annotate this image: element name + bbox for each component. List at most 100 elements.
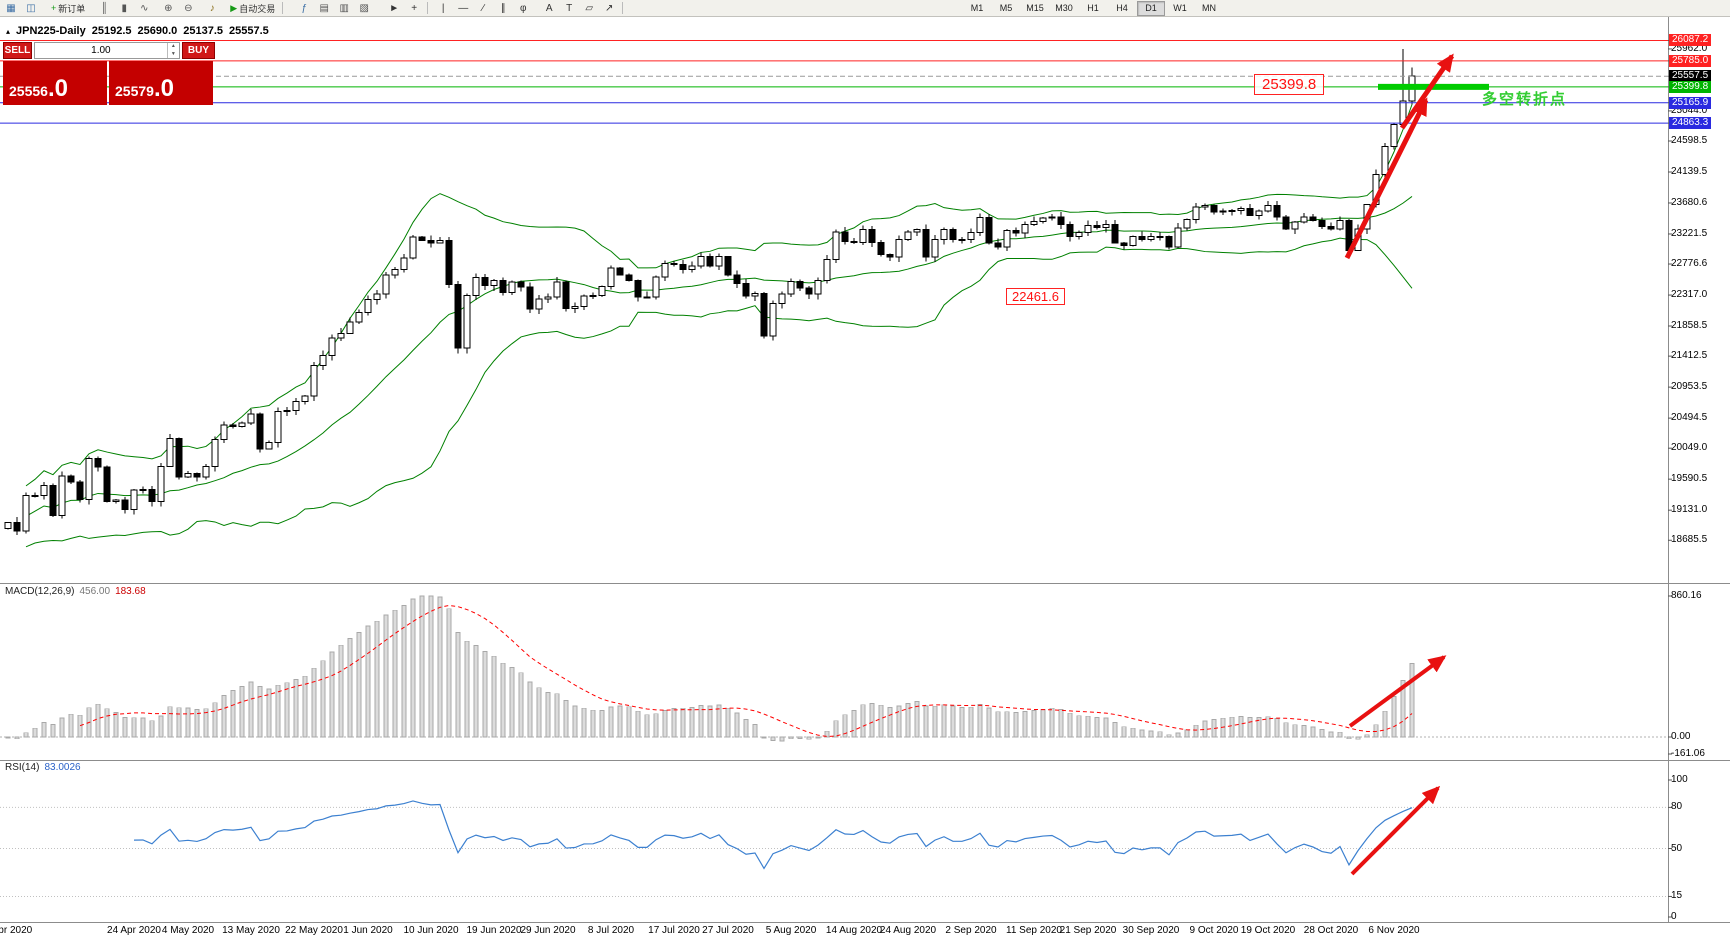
text-icon: A	[545, 2, 553, 14]
toolbar-separator	[282, 2, 284, 14]
candlestick-chart-icon: ▮	[121, 2, 128, 14]
timeframe-toolbar: M1 M5 M15 M30 H1 H4 D1 W1 MN	[963, 1, 1224, 16]
support-price-callout: 22461.6	[1006, 288, 1065, 305]
date-label: 24 Apr 2020	[107, 925, 161, 936]
alert-icon[interactable]: ♪	[203, 0, 221, 16]
bar-chart-icon[interactable]: ║	[95, 0, 113, 16]
price-line-label[interactable]: 26087.2	[1669, 34, 1712, 47]
arrows-icon: ↗	[605, 2, 614, 14]
price-line-label[interactable]: 24863.3	[1669, 117, 1712, 130]
volume-up-icon[interactable]: ▲	[170, 43, 176, 49]
date-label: 1 Jun 2020	[343, 925, 393, 936]
zoom-in-icon[interactable]: ⊕	[159, 0, 177, 16]
fibonacci-icon[interactable]: φ	[514, 0, 532, 16]
timeframe-h1[interactable]: H1	[1087, 3, 1099, 13]
indicators-icon: ƒ	[301, 2, 307, 14]
date-label: 5 Aug 2020	[765, 925, 817, 936]
channel-icon[interactable]: ∥	[494, 0, 512, 16]
rsi-axis-label: 15	[1671, 890, 1683, 902]
text-icon[interactable]: A	[540, 0, 558, 16]
macd-trend-arrow[interactable]	[1348, 655, 1447, 728]
macd-signal-value: 183.68	[115, 586, 146, 597]
new-chart-icon[interactable]: ▦	[2, 0, 20, 16]
rsi-axis: 100 80 50 15 0	[1668, 0, 1730, 938]
date-label: 21 Sep 2020	[1059, 925, 1117, 936]
volume-stepper[interactable]: ▲ ▼	[33, 42, 180, 59]
data-window-icon[interactable]: ▥	[335, 0, 353, 16]
cursor-icon[interactable]: ►	[385, 0, 403, 16]
new-order-button[interactable]: + 新订单	[48, 1, 88, 15]
macd-name: MACD(12,26,9)	[5, 586, 75, 597]
timeframe-d1[interactable]: D1	[1137, 1, 1165, 16]
trendline-icon[interactable]: ∕	[474, 0, 492, 16]
macd-indicator-label: MACD(12,26,9) 456.00 183.68	[5, 586, 146, 597]
indicators-icon[interactable]: ƒ	[295, 0, 313, 16]
high-value: 25690.0	[137, 25, 178, 37]
price-tick-label: 19131.0	[1671, 504, 1708, 516]
label-icon[interactable]: T	[560, 0, 578, 16]
price-tick-label: 20953.5	[1671, 381, 1708, 393]
price-line-label[interactable]: 25399.8	[1669, 80, 1712, 93]
new-order-icon: +	[51, 3, 57, 13]
shapes-icon[interactable]: ▱	[580, 0, 598, 16]
autotrading-button-label: 自动交易	[239, 3, 276, 14]
macd-panel[interactable]	[0, 595, 1668, 742]
rsi-value: 83.0026	[44, 762, 81, 773]
price-tick-label: 24139.5	[1671, 165, 1708, 177]
vertical-line-icon: |	[441, 2, 445, 14]
navigator-icon[interactable]: ▧	[355, 0, 373, 16]
zoom-out-icon[interactable]: ⊖	[179, 0, 197, 16]
open-value: 25192.5	[91, 25, 132, 37]
buy-price[interactable]: 25579.0	[109, 61, 213, 105]
date-label: 4 May 2020	[161, 925, 215, 936]
line-chart-icon[interactable]: ∿	[135, 0, 153, 16]
price-tick-label: 23221.5	[1671, 227, 1708, 239]
crosshair-icon[interactable]: +	[405, 0, 423, 16]
date-label: 19 Jun 2020	[466, 925, 522, 936]
arrows-icon[interactable]: ↗	[600, 0, 618, 16]
date-label: 14 Aug 2020	[825, 925, 883, 936]
vertical-line-icon[interactable]: |	[434, 0, 452, 16]
timeframe-mn[interactable]: MN	[1202, 3, 1216, 13]
zoom-out-icon: ⊖	[184, 2, 193, 14]
tile-windows-icon[interactable]: ▤	[315, 0, 333, 16]
macd-signal-line	[79, 604, 1413, 737]
price-axis: 24598.5 24139.5 23680.6 23221.5 22776.6 22317…	[1668, 0, 1730, 938]
price-tick-label: 22776.6	[1671, 258, 1708, 270]
timeframe-m1[interactable]: M1	[970, 3, 984, 13]
sell-price[interactable]: 25556.0	[3, 61, 107, 105]
price-line-label[interactable]: 25165.9	[1669, 96, 1712, 109]
price-tick-label: 24598.5	[1671, 135, 1708, 146]
autotrading-button[interactable]: ▶ 自动交易	[227, 1, 278, 15]
main-trend-arrow[interactable]	[1344, 97, 1429, 260]
volume-input[interactable]	[34, 43, 167, 58]
zoom-in-icon: ⊕	[164, 2, 173, 14]
timeframe-w1[interactable]: W1	[1173, 3, 1187, 13]
rsi-trend-arrow[interactable]	[1350, 785, 1441, 876]
price-tick-label: 21858.5	[1671, 320, 1708, 331]
price-line-label[interactable]: 25557.5	[1669, 70, 1712, 83]
price-line-label[interactable]: 25785.0	[1669, 54, 1712, 67]
volume-spinner[interactable]: ▲ ▼	[166, 43, 179, 58]
cursor-icon: ►	[389, 2, 400, 14]
sell-button[interactable]: SELL	[3, 42, 32, 59]
timeframe-h4[interactable]: H4	[1116, 3, 1128, 13]
main-chart-panel[interactable]	[0, 39, 1668, 548]
date-label: 6 Apr 2020	[0, 925, 33, 936]
horizontal-line-icon[interactable]: ―	[454, 0, 472, 16]
buy-button[interactable]: BUY	[181, 42, 215, 59]
timeframe-m5[interactable]: M5	[999, 3, 1013, 13]
fibonacci-icon: φ	[519, 2, 527, 14]
chart-icon: ▴	[6, 26, 11, 36]
timeframe-m15[interactable]: M15	[1026, 3, 1044, 13]
breakout-arrow[interactable]	[1399, 53, 1455, 130]
candlestick-chart-icon[interactable]: ▮	[115, 0, 133, 16]
symbol-label: JPN225-Daily	[16, 25, 86, 37]
rsi-panel[interactable]	[0, 785, 1668, 897]
timeframe-m30[interactable]: M30	[1055, 3, 1073, 13]
volume-down-icon[interactable]: ▼	[170, 50, 176, 57]
profiles-icon[interactable]: ◫	[22, 0, 40, 16]
rsi-line	[133, 800, 1413, 870]
